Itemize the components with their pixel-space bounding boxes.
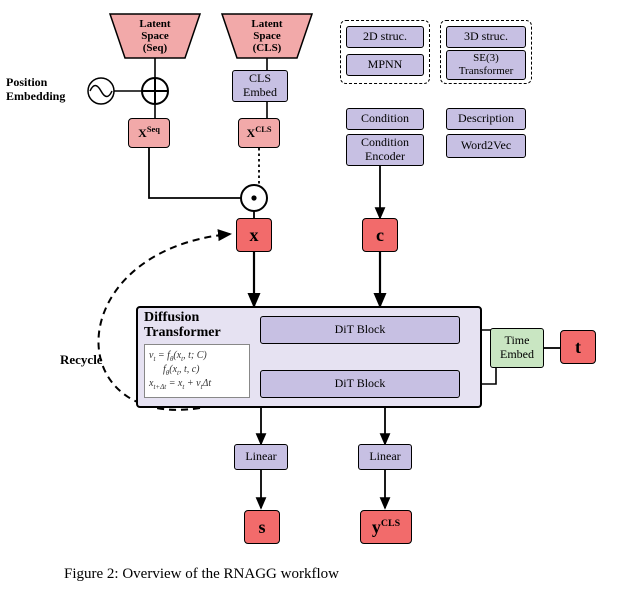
latent-space-cls-trapezoid: Latent Space (CLS) <box>222 14 312 58</box>
xseq-box: XSeq <box>128 118 170 148</box>
svg-text:(Seq): (Seq) <box>143 42 168 54</box>
latent-space-seq-trapezoid: Latent Space (Seq) <box>110 14 200 58</box>
recycle-label: Recycle <box>60 352 103 368</box>
svg-text:(CLS): (CLS) <box>253 42 282 54</box>
se3-transformer-box: SE(3) Transformer <box>446 50 526 80</box>
x-tensor: x <box>236 218 272 252</box>
linear-2: Linear <box>358 444 412 470</box>
figure-caption: Figure 2: Overview of the RNAGG workflow <box>64 566 339 583</box>
struc3d-box: 3D struc. <box>446 26 526 48</box>
mpnn-box: MPNN <box>346 54 424 76</box>
y-cls-output: yCLS <box>360 510 412 544</box>
linear-1: Linear <box>234 444 288 470</box>
position-embed-icon <box>88 78 114 104</box>
eq-line-1: vt = fθ(xt, t; C) <box>149 350 211 364</box>
description-box: Description <box>446 108 526 130</box>
condition-box: Condition <box>346 108 424 130</box>
cls-embed-box: CLS Embed <box>232 70 288 102</box>
struc2d-box: 2D struc. <box>346 26 424 48</box>
dit-block-2: DiT Block <box>260 370 460 398</box>
s-output: s <box>244 510 280 544</box>
svg-text:Latent: Latent <box>139 18 171 30</box>
position-embedding-label: Position Embedding <box>6 76 65 104</box>
svg-text:Space: Space <box>141 30 169 42</box>
connection-layer: Latent Space (Seq) Latent Space (CLS) <box>0 0 626 594</box>
condition-encoder-box: Condition Encoder <box>346 134 424 166</box>
eq-line-2: fθ(xt, t, c) <box>149 364 211 378</box>
svg-text:Space: Space <box>253 30 281 42</box>
oplus-icon <box>142 78 168 104</box>
word2vec-box: Word2Vec <box>446 134 526 158</box>
eq-line-3: xt+Δt = xt + vtΔt <box>149 378 211 392</box>
svg-text:Latent: Latent <box>251 18 283 30</box>
diffusion-transformer-title: Diffusion Transformer <box>144 310 221 341</box>
time-embed-box: Time Embed <box>490 328 544 368</box>
diffusion-equations: vt = fθ(xt, t; C) fθ(xt, t, c) xt+Δt = x… <box>144 344 250 398</box>
dit-block-1: DiT Block <box>260 316 460 344</box>
xcls-box: XCLS <box>238 118 280 148</box>
odot-icon <box>241 185 267 211</box>
t-tensor: t <box>560 330 596 364</box>
c-tensor: c <box>362 218 398 252</box>
